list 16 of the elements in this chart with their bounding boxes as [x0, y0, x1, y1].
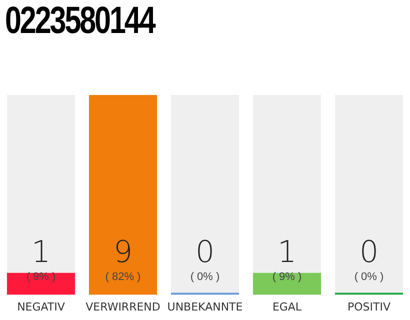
chart-title: 0223580144: [5, 0, 154, 43]
annotation: 9: [113, 234, 133, 270]
data-label: ( 9% ): [272, 270, 302, 283]
annotation: 1: [31, 234, 51, 270]
annotation: 1: [277, 234, 297, 270]
x-tick-label: VERWIRREND: [86, 300, 160, 314]
data-label: ( 0% ): [354, 270, 384, 283]
x-tick-label: EGAL: [272, 300, 302, 314]
annotation: 0: [359, 234, 379, 270]
data-label: ( 0% ): [190, 270, 220, 283]
data-label: ( 82% ): [105, 270, 141, 283]
x-tick-label: NEGATIV: [17, 300, 66, 314]
x-tick-label: UNBEKANNTE: [167, 300, 243, 314]
annotation: 0: [195, 234, 215, 270]
data-label: ( 9% ): [26, 270, 56, 283]
x-tick-label: POSITIV: [347, 300, 391, 314]
